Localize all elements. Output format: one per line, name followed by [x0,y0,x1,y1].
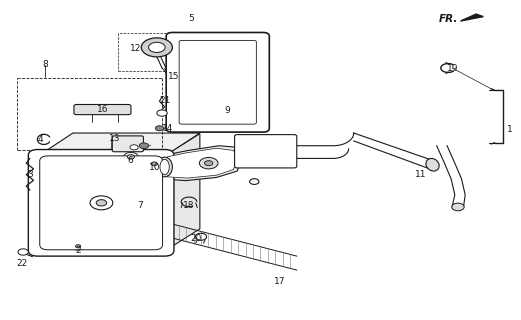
Text: 8: 8 [43,60,48,69]
FancyBboxPatch shape [40,156,163,250]
FancyBboxPatch shape [234,135,297,168]
Text: 12: 12 [130,44,142,53]
Ellipse shape [160,159,169,175]
Text: 6: 6 [127,156,133,164]
Text: 3: 3 [27,170,33,179]
Circle shape [141,38,172,57]
Text: 14: 14 [162,124,173,133]
Circle shape [200,157,218,169]
Circle shape [90,196,113,210]
Text: 11: 11 [415,170,427,179]
Circle shape [139,143,148,148]
Ellipse shape [157,157,172,177]
Circle shape [157,110,167,116]
Circle shape [452,203,464,211]
Polygon shape [461,14,483,21]
Circle shape [96,200,107,206]
Text: 20: 20 [190,234,202,243]
Circle shape [123,152,138,161]
Text: 19: 19 [446,63,458,73]
Text: 21: 21 [159,96,170,105]
Text: 1: 1 [507,125,513,134]
Polygon shape [165,146,242,180]
Text: 9: 9 [224,106,230,115]
Text: 13: 13 [108,134,120,143]
Circle shape [148,42,165,52]
Circle shape [127,155,134,159]
Circle shape [147,160,161,168]
Polygon shape [40,133,200,155]
Text: FR.: FR. [439,14,458,24]
FancyBboxPatch shape [113,136,143,152]
Text: 5: 5 [188,14,194,23]
Text: 22: 22 [17,259,28,268]
Text: 18: 18 [183,202,195,211]
Circle shape [130,145,138,150]
Polygon shape [167,148,237,178]
Circle shape [76,245,81,248]
FancyBboxPatch shape [74,105,131,115]
Text: 17: 17 [275,277,286,286]
Text: 16: 16 [97,105,108,114]
Text: 4: 4 [38,135,43,144]
FancyBboxPatch shape [28,149,174,256]
Text: 15: 15 [168,72,179,81]
Text: 2: 2 [75,246,81,255]
Circle shape [205,161,213,166]
Ellipse shape [426,158,439,171]
FancyBboxPatch shape [166,32,269,132]
Circle shape [151,162,157,166]
Circle shape [18,249,28,255]
Circle shape [155,126,164,131]
FancyBboxPatch shape [179,40,256,124]
Text: 7: 7 [138,202,143,211]
Circle shape [72,243,84,250]
Text: 10: 10 [148,164,160,172]
Polygon shape [166,134,200,251]
